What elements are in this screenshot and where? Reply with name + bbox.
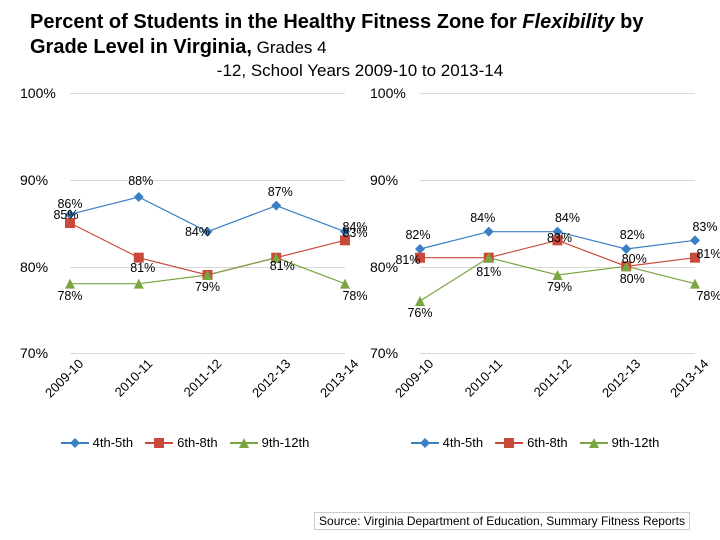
- legend-marker-icon: [145, 436, 173, 450]
- legend-label: 4th-5th: [93, 435, 133, 450]
- chart-container: Percent of Students in the Healthy Fitne…: [0, 0, 720, 540]
- legend-right: 4th-5th 6th-8th 9th-12th: [370, 435, 700, 450]
- data-label: 83%: [342, 226, 367, 240]
- x-tick: 2010-11: [112, 356, 156, 400]
- data-label: 80%: [622, 252, 647, 266]
- x-tick: 2009-10: [392, 356, 436, 400]
- legend-marker-icon: [230, 436, 258, 450]
- data-label: 81%: [395, 253, 420, 267]
- chart-right: 70%80%90%100%82%84%84%82%83%81%81%83%80%…: [370, 83, 700, 433]
- data-label: 84%: [470, 211, 495, 225]
- legend-item: 4th-5th: [411, 435, 483, 450]
- y-tick: 100%: [20, 85, 56, 101]
- legends-row: 4th-5th 6th-8th 9th-12th 4th-5th 6th-8th 9th…: [20, 433, 700, 450]
- y-tick: 90%: [20, 172, 48, 188]
- data-label: 87%: [268, 185, 293, 199]
- legend-item: 6th-8th: [145, 435, 217, 450]
- x-tick: 2011-12: [180, 356, 224, 400]
- chart-left: 70%80%90%100%86%88%84%87%84%85%81%79%81%…: [20, 83, 350, 433]
- x-tick: 2010-11: [462, 356, 506, 400]
- data-label: 83%: [547, 231, 572, 245]
- title-part1: Percent of Students in the Healthy Fitne…: [30, 11, 522, 33]
- x-tick: 2011-12: [530, 356, 574, 400]
- data-label: 84%: [185, 225, 210, 239]
- data-label: 84%: [555, 211, 580, 225]
- data-label: 78%: [57, 289, 82, 303]
- legend-marker-icon: [580, 436, 608, 450]
- data-label: 81%: [270, 259, 295, 273]
- legend-item: 9th-12th: [580, 435, 660, 450]
- legend-item: 9th-12th: [230, 435, 310, 450]
- x-tick: 2012-13: [249, 356, 293, 400]
- legend-label: 9th-12th: [262, 435, 310, 450]
- legend-marker-icon: [411, 436, 439, 450]
- legend-label: 6th-8th: [177, 435, 217, 450]
- charts-row: 70%80%90%100%86%88%84%87%84%85%81%79%81%…: [20, 83, 700, 433]
- y-tick: 80%: [370, 259, 398, 275]
- data-label: 81%: [476, 265, 501, 279]
- x-tick: 2013-14: [317, 356, 361, 400]
- y-tick: 80%: [20, 259, 48, 275]
- legend-item: 6th-8th: [495, 435, 567, 450]
- x-tick: 2012-13: [599, 356, 643, 400]
- data-label: 83%: [692, 220, 717, 234]
- chart-title: Percent of Students in the Healthy Fitne…: [20, 10, 700, 81]
- title-sub2: -12, School Years 2009-10 to 2013-14: [30, 60, 690, 81]
- data-label: 78%: [342, 289, 367, 303]
- y-tick: 90%: [370, 172, 398, 188]
- data-label: 85%: [53, 208, 78, 222]
- data-label: 81%: [130, 261, 155, 275]
- y-tick: 100%: [370, 85, 406, 101]
- legend-left: 4th-5th 6th-8th 9th-12th: [20, 435, 350, 450]
- x-tick: 2009-10: [42, 356, 86, 400]
- y-tick: 70%: [20, 345, 48, 361]
- data-label: 82%: [405, 228, 430, 242]
- title-sub1: Grades 4: [252, 38, 327, 57]
- data-label: 79%: [195, 280, 220, 294]
- data-label: 80%: [620, 272, 645, 286]
- data-label: 76%: [407, 306, 432, 320]
- y-tick: 70%: [370, 345, 398, 361]
- data-label: 81%: [696, 247, 720, 261]
- title-italic: Flexibility: [522, 11, 614, 33]
- x-tick: 2013-14: [667, 356, 711, 400]
- legend-label: 4th-5th: [443, 435, 483, 450]
- source-text: Source: Virginia Department of Education…: [314, 512, 690, 530]
- legend-label: 6th-8th: [527, 435, 567, 450]
- legend-item: 4th-5th: [61, 435, 133, 450]
- legend-marker-icon: [495, 436, 523, 450]
- data-label: 79%: [547, 280, 572, 294]
- legend-label: 9th-12th: [612, 435, 660, 450]
- data-label: 88%: [128, 174, 153, 188]
- legend-marker-icon: [61, 436, 89, 450]
- data-label: 78%: [696, 289, 720, 303]
- data-label: 82%: [620, 228, 645, 242]
